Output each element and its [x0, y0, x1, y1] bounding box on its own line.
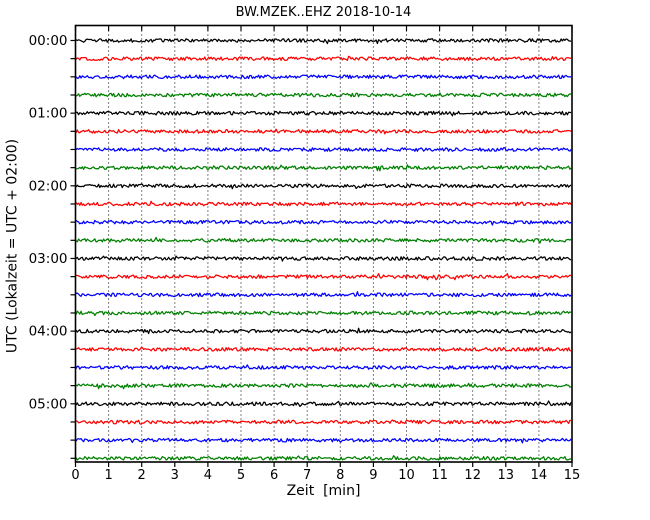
seismogram-trace: [75, 92, 572, 98]
x-tick-label: 8: [336, 468, 344, 483]
seismogram-trace: [75, 219, 572, 226]
seismogram-trace: [75, 55, 572, 62]
hour-tick-label: 04:00: [29, 324, 68, 340]
plot-frame: [74, 24, 573, 463]
x-tick-label: 13: [498, 468, 515, 483]
seismogram-trace: [75, 382, 572, 390]
seismogram-trace: [76, 346, 572, 352]
x-tick-label: 3: [171, 468, 179, 483]
x-tick-label: 10: [398, 468, 415, 483]
x-tick-label: 9: [369, 468, 377, 483]
seismogram-trace: [75, 110, 572, 117]
seismogram-trace: [75, 236, 572, 244]
seismogram-trace: [75, 419, 572, 425]
seismogram-trace: [75, 437, 572, 444]
x-tick-label: 2: [138, 468, 146, 483]
hour-tick-label: 00:00: [29, 33, 68, 49]
seismogram-trace: [75, 455, 572, 461]
seismogram-trace: [75, 200, 572, 207]
seismogram-trace: [75, 327, 572, 335]
x-tick-label: 7: [303, 468, 311, 483]
x-tick-label: 6: [270, 468, 278, 483]
x-tick-label: 12: [464, 468, 481, 483]
seismogram-trace: [75, 183, 572, 190]
seismogram-trace: [75, 74, 572, 80]
seismogram-trace: [75, 128, 572, 135]
seismogram-trace: [75, 255, 572, 262]
hour-tick-label: 05:00: [29, 396, 68, 412]
seismogram-trace: [75, 400, 572, 408]
x-tick-label: 4: [204, 468, 212, 483]
x-axis-label: Zeit [min]: [286, 483, 361, 499]
x-tick-label: 0: [71, 468, 79, 483]
seismogram-trace: [76, 272, 572, 281]
x-tick-label: 1: [104, 468, 112, 483]
y-axis-label: UTC (Lokalzeit = UTC + 02:00): [4, 138, 21, 354]
x-tick-label: 14: [531, 468, 548, 483]
hour-tick-label: 01:00: [29, 106, 68, 122]
seismogram-trace: [75, 291, 572, 298]
seismogram-trace: [75, 38, 572, 45]
seismogram-trace: [75, 310, 572, 317]
plot-title: BW.MZEK..EHZ 2018-10-14: [235, 5, 412, 20]
x-tick-label: 11: [431, 468, 448, 483]
hour-tick-label: 03:00: [29, 251, 68, 267]
x-tick-label: 15: [564, 468, 581, 483]
seismogram-trace: [75, 164, 572, 172]
seismogram-trace: [75, 147, 572, 152]
hour-tick-label: 02:00: [29, 178, 68, 194]
x-tick-label: 5: [237, 468, 245, 483]
seismogram-trace: [75, 364, 572, 370]
